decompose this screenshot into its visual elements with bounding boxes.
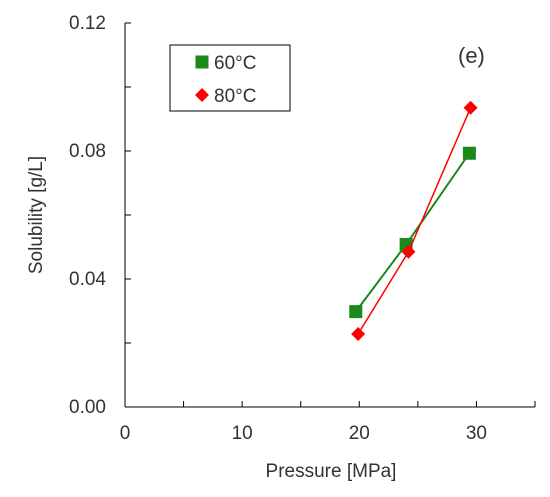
legend-label: 80°C: [214, 86, 256, 107]
legend-marker: [195, 55, 209, 69]
series-layer: [349, 100, 478, 342]
legend-label: 60°C: [214, 53, 256, 74]
data-point: [463, 100, 478, 115]
y-tick-label: 0.00: [69, 397, 106, 418]
series-line: [354, 152, 471, 313]
y-axis-title: Solubility [g/L]: [26, 156, 47, 274]
data-point: [462, 146, 476, 160]
data-point: [349, 305, 363, 319]
x-tick-label: 20: [349, 423, 370, 444]
x-tick-label: 10: [232, 423, 253, 444]
legend: 60°C 80°C: [169, 44, 291, 112]
y-tick-label: 0.08: [69, 141, 106, 162]
panel-label: (e): [458, 43, 485, 68]
data-point: [401, 244, 416, 259]
y-tick-label: 0.04: [69, 269, 106, 290]
axes: 0 10 20 30 0.00 0.04 0.08 0.12: [69, 13, 536, 444]
y-tick-label: 0.12: [69, 13, 106, 34]
x-axis-title: Pressure [MPa]: [266, 461, 397, 482]
x-tick-label: 0: [120, 423, 131, 444]
series-60c: [349, 146, 476, 319]
legend-box: [169, 44, 291, 112]
data-point: [351, 327, 366, 342]
series-80c: [351, 100, 478, 342]
legend-marker: [195, 88, 209, 102]
x-tick-label: 30: [466, 423, 487, 444]
series-line: [357, 107, 472, 335]
